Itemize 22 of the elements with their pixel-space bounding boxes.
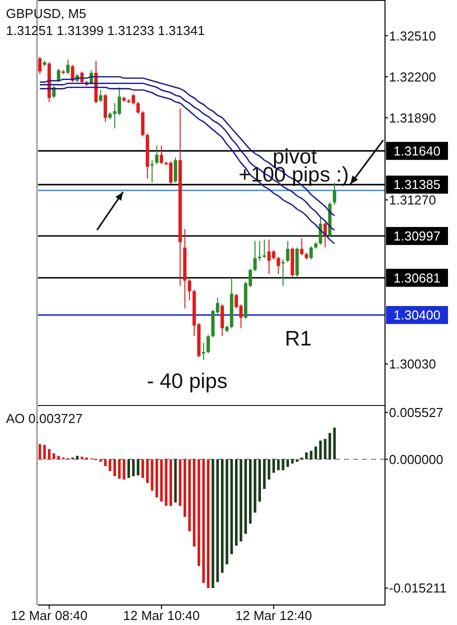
text: GBPUSD, M5	[6, 6, 86, 21]
x-tick-label: 12 Mar 08:40	[10, 608, 88, 623]
ref-line-label: 1.30681	[394, 270, 440, 286]
y-tick-label: 1.32200	[389, 69, 436, 84]
ref-line-label: 1.30997	[394, 228, 440, 244]
y-tick-label: 0.000000	[389, 452, 444, 467]
y-tick-label: 1.31270	[389, 192, 436, 208]
annotation: R1	[284, 328, 312, 351]
x-tick-label: 12 Mar 10:40	[123, 608, 200, 623]
annotation: pivot	[272, 145, 318, 168]
text: 1.31251 1.31399 1.31233 1.31341	[6, 23, 205, 38]
x-tick-label: 12 Mar 12:40	[235, 608, 312, 623]
y-tick-label: 1.31890	[389, 110, 436, 126]
ref-line-label: 1.30400	[394, 308, 440, 323]
ref-line-label: 1.31385	[394, 177, 440, 192]
y-tick-label: 0.005527	[389, 404, 444, 420]
text: AO 0.003727	[6, 411, 83, 426]
y-tick-label: -0.015211	[389, 580, 447, 596]
y-tick-label: 1.32510	[389, 28, 436, 44]
annotation: - 40 pips	[146, 370, 228, 394]
y-tick-label: 1.30030	[389, 356, 436, 372]
ref-line-label: 1.31640	[394, 143, 440, 158]
